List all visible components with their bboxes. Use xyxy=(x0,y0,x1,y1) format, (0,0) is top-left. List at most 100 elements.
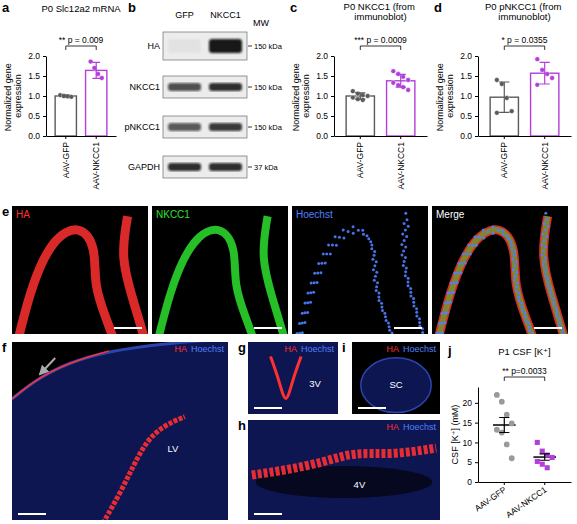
nucleus xyxy=(361,229,364,232)
image-content xyxy=(292,206,428,334)
nucleus xyxy=(515,260,518,263)
nucleus xyxy=(409,287,412,290)
tick-mark xyxy=(43,56,46,57)
nucleus xyxy=(542,264,545,267)
nucleus xyxy=(510,244,513,247)
x-tick: AAV-GFP xyxy=(473,482,509,513)
y-tick: 0.0 xyxy=(460,131,478,141)
tick-mark xyxy=(331,116,334,117)
x-axis: AAV-GFPAAV-NKCC1 xyxy=(473,482,572,520)
y-tick: 1.0 xyxy=(460,91,478,101)
tick-mark xyxy=(331,136,334,137)
image-content xyxy=(352,342,440,414)
panel-letter: f xyxy=(2,340,7,355)
nucleus xyxy=(547,281,550,284)
nucleus xyxy=(527,322,530,325)
scale-bar xyxy=(394,327,422,329)
nucleus xyxy=(374,275,377,278)
nucleus xyxy=(367,237,370,240)
x-tick: AAV-GFP xyxy=(499,136,509,178)
tick-label: 2.0 xyxy=(28,51,40,61)
nucleus xyxy=(352,232,355,235)
nucleus xyxy=(474,235,477,238)
nucleus xyxy=(373,250,376,253)
nucleus xyxy=(517,295,520,298)
y-axis: 0.00.51.01.52.0 xyxy=(28,51,46,141)
image-tile: Hoechst xyxy=(292,206,428,344)
nucleus xyxy=(370,244,373,247)
tick-label: 15 xyxy=(463,418,473,428)
stain-signal xyxy=(439,230,534,334)
blot-band xyxy=(168,39,201,53)
nucleus xyxy=(327,243,330,246)
nucleus xyxy=(465,252,468,255)
y-axis-line xyxy=(478,57,479,137)
nucleus xyxy=(482,237,485,240)
tick-mark xyxy=(544,136,545,139)
nucleus xyxy=(460,262,463,265)
nucleus xyxy=(438,332,441,334)
nucleus xyxy=(525,319,528,322)
nucleus xyxy=(521,309,524,312)
image-content xyxy=(12,206,148,334)
tick-label: 0.5 xyxy=(28,111,40,121)
figure: P0 Slc12a2 mRNA0.00.51.01.52.0Normalized… xyxy=(0,0,577,524)
annotation: * p = 0.0355 xyxy=(501,35,547,45)
nucleus xyxy=(373,279,376,282)
nucleus xyxy=(446,311,449,314)
blot-band xyxy=(168,123,201,131)
y-tick: 15 xyxy=(463,418,478,428)
tick-label: 2.0 xyxy=(460,51,472,61)
nucleus xyxy=(312,291,315,294)
x-axis: AAV-GFPAAV-NKCC1 xyxy=(335,136,428,190)
tick-mark xyxy=(475,482,478,483)
tick-label: 2.0 xyxy=(316,51,328,61)
channel-label: Merge xyxy=(436,209,465,220)
nucleus xyxy=(540,243,543,246)
y-tick: 0.5 xyxy=(316,111,334,121)
tick-mark xyxy=(331,76,334,77)
nucleus xyxy=(329,252,332,255)
data-point xyxy=(540,449,545,454)
mw-label: 150 kDa xyxy=(254,123,283,132)
nucleus xyxy=(497,229,500,232)
nucleus xyxy=(388,325,391,328)
y-axis: 05101520 xyxy=(463,388,479,488)
image-tile: HA xyxy=(12,206,148,340)
nucleus xyxy=(501,229,504,232)
nucleus xyxy=(405,266,408,269)
image-content xyxy=(12,342,228,520)
x-axis-line xyxy=(479,136,572,137)
plot-marks xyxy=(490,57,559,136)
nucleus xyxy=(467,243,470,246)
tick-mark xyxy=(475,56,478,57)
y-tick: 2.0 xyxy=(460,51,478,61)
data-point xyxy=(350,89,355,94)
nucleus xyxy=(400,243,403,246)
data-point xyxy=(406,78,411,83)
data-point xyxy=(360,98,365,103)
nucleus xyxy=(319,271,322,274)
stain-signal xyxy=(12,351,109,399)
nucleus xyxy=(402,264,405,267)
x-axis-line xyxy=(479,482,572,483)
nucleus xyxy=(331,244,334,247)
nucleus xyxy=(371,258,374,261)
y-tick: 0.0 xyxy=(316,131,334,141)
y-axis-line xyxy=(334,57,335,137)
chart-panel: P0 NKCC1 (from immunoblot)0.00.51.01.52.… xyxy=(291,1,428,190)
y-axis-line xyxy=(478,388,479,483)
data-point xyxy=(494,427,500,433)
stain-label: HA xyxy=(386,344,399,354)
nucleus xyxy=(317,262,320,265)
tick-mark xyxy=(475,116,478,117)
x-axis: AAV-GFPAAV-NKCC1 xyxy=(479,136,572,190)
y-tick: 10 xyxy=(463,438,478,448)
chart-panel: P0 pNKCC1 (from immunoblot)0.00.51.01.52… xyxy=(435,1,572,190)
stain-signal xyxy=(124,216,144,334)
nucleus xyxy=(545,266,548,269)
tick-label: 1.0 xyxy=(460,91,472,101)
tick-label: 1.5 xyxy=(460,71,472,81)
image-tile: SCHoechstHA xyxy=(352,342,440,414)
nucleus xyxy=(502,233,505,236)
